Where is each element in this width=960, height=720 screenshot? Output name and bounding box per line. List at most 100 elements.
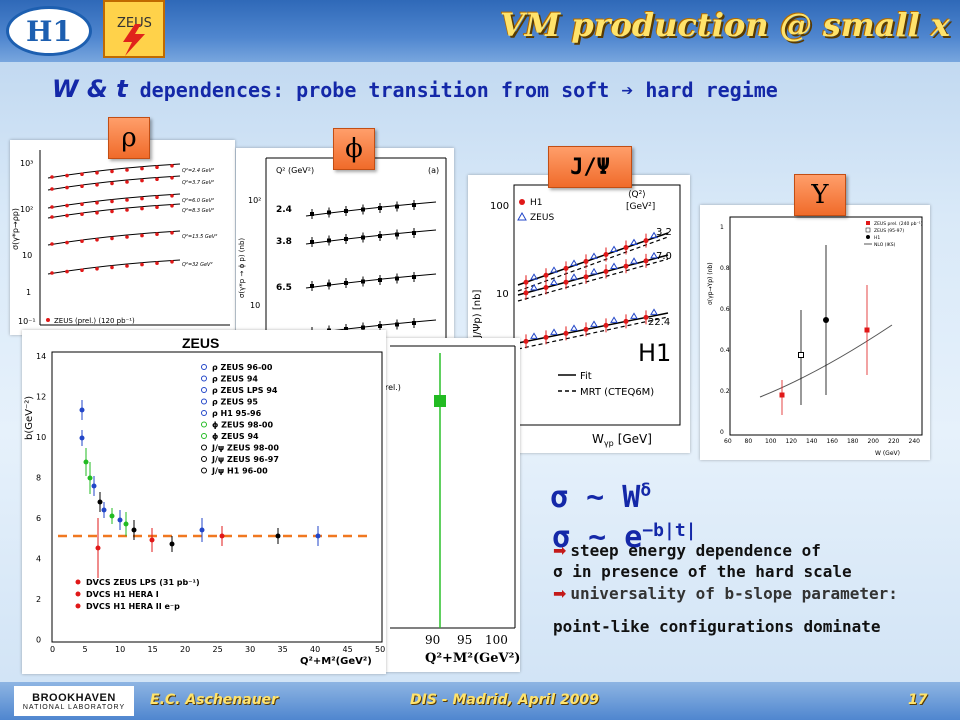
rho-data-point <box>80 184 84 188</box>
rho-data-point <box>65 240 69 245</box>
upsilon-xtick: 120 <box>786 438 798 445</box>
rho-data-point <box>50 242 54 246</box>
upsilon-plot: σ(γp→Υp) (nb) 1 0.8 0.6 0.4 0.2 0 60 80 100 120 1… <box>700 205 930 460</box>
bslope-ylabel: b(GeV⁻²) <box>24 396 35 440</box>
rho-data-point <box>170 260 174 264</box>
bslope-data-point <box>101 507 107 513</box>
jpsi-h1-point <box>583 258 589 264</box>
bslope-data-point <box>95 545 101 551</box>
jpsi-h1-point <box>643 314 649 320</box>
rho-data-point <box>110 169 114 174</box>
upsilon-legend: ZEUS (95-97) <box>874 228 904 234</box>
h1-logo: H1 <box>6 6 92 56</box>
jpsi-zeus-point <box>610 262 618 270</box>
phi-data-point <box>395 204 399 209</box>
upsilon-xtick: 160 <box>827 438 839 445</box>
bslope-data-point <box>83 459 89 465</box>
phi-data-point <box>378 278 382 282</box>
jpsi-h1-point <box>523 290 529 296</box>
rho-data-point <box>155 261 159 265</box>
phi-panel-letter: (a) <box>428 166 439 175</box>
upsilon-legend: ZEUS prel. (240 pb⁻¹) <box>874 221 923 227</box>
upsilon-ytick: 0.2 <box>720 388 730 395</box>
phi-data-point <box>361 235 365 240</box>
bslope-ytick: 8 <box>36 474 41 483</box>
jpsi-zeus-point <box>610 245 618 252</box>
bslope-legend-item: J/ψ ZEUS 96-97 <box>211 455 279 464</box>
bullet-1-line-1: steep energy dependence of <box>570 541 821 560</box>
bslope-legend-marker <box>201 410 207 416</box>
rho-legend: ZEUS (prel.) (120 pb⁻¹) <box>54 317 135 325</box>
upsilon-ytick: 0.4 <box>720 347 730 354</box>
bslope-legend-marker <box>201 444 207 451</box>
rho-fit-curve <box>47 259 181 275</box>
bslope-xtick: 50 <box>375 645 385 654</box>
bullet-arrow-icon: ➡ <box>553 541 567 560</box>
rho-q2-label: Q²=3.7 GeV² <box>182 180 214 186</box>
bslope-legend-item: ρ ZEUS LPS 94 <box>212 386 278 395</box>
bslope-legend-item: ρ ZEUS 94 <box>212 375 258 384</box>
jpsi-zeus-point <box>530 283 538 291</box>
partial-fragment: rel.) <box>385 383 401 392</box>
jpsi-q2-header: [GeV²] <box>626 202 655 212</box>
jpsi-h1-point <box>543 334 549 340</box>
phi-ylabel: σ(γ*p → ϕ p) (nb) <box>238 238 246 298</box>
bslope-data-point <box>219 533 225 539</box>
formula-sigma-w: σ ~ Wδ <box>550 480 651 515</box>
phi-data-point <box>327 210 331 215</box>
rho-ytick: 10 <box>22 251 32 260</box>
bslope-legend-item: ρ H1 95-96 <box>212 409 262 418</box>
bullet-1: ➡ steep energy dependence of σ in presen… <box>553 541 852 581</box>
formula-sigma-w-exp: δ <box>640 480 652 501</box>
bslope-ytick: 14 <box>36 352 46 361</box>
bslope-data-point <box>109 513 115 519</box>
jpsi-zeus-point <box>530 332 538 339</box>
bslope-legend-marker <box>201 421 207 428</box>
phi-ytick: 10 <box>250 301 260 310</box>
bslope-legend-marker <box>201 456 207 462</box>
formula-sigma-t-text: σ ~ e <box>552 520 643 555</box>
rho-data-point <box>155 165 159 169</box>
jpsi-zeus-point <box>590 320 598 327</box>
rho-data-point <box>80 172 84 176</box>
rho-fit-curve <box>47 203 181 219</box>
upsilon-xtick: 200 <box>868 438 880 445</box>
rho-q2-label: Q²=6.0 GeV² <box>182 198 214 204</box>
bslope-legend-marker <box>201 433 207 439</box>
bslope-legend-item: ρ ZEUS 95 <box>212 398 258 407</box>
phi-data-point <box>395 232 399 237</box>
jpsi-ytick: 10 <box>496 289 509 300</box>
rho-data-point <box>50 205 54 209</box>
jpsi-legend-h1: H1 <box>530 198 543 208</box>
zeus-logo-text: ZEUS <box>117 16 152 31</box>
rho-ytick: 10⁻¹ <box>18 317 36 326</box>
upsilon-ytick: 1 <box>720 224 724 231</box>
phi-data-point <box>412 231 416 235</box>
jpsi-h1-point <box>563 330 569 336</box>
lightning-icon <box>123 24 145 56</box>
upsilon-xtick: 220 <box>888 438 900 445</box>
upsilon-ylabel: σ(γp→Υp) (nb) <box>707 262 714 305</box>
rho-data-point <box>155 177 159 181</box>
bslope-legend-marker <box>201 375 207 382</box>
bslope-ytick: 0 <box>36 636 41 645</box>
footer-bar <box>0 682 960 720</box>
rho-ytick: 1 <box>26 288 31 297</box>
rho-data-point <box>50 175 54 179</box>
jpsi-zeus-point <box>570 259 578 266</box>
bslope-data-point <box>275 533 281 539</box>
bnl-logo-line-1: BROOKHAVEN <box>32 691 116 704</box>
phi-data-point <box>327 238 331 243</box>
jpsi-zeus-point <box>590 267 598 275</box>
bslope-data-point <box>87 475 93 481</box>
phi-data-point <box>361 279 365 284</box>
bslope-legend-item: DVCS H1 HERA II e⁻p <box>86 602 180 611</box>
phi-plot: Q² (GeV²) (a) 10² 10 σ(γ*p → ϕ p) (nb) 2… <box>236 148 454 338</box>
upsilon-ytick: 0.6 <box>720 306 730 313</box>
bslope-data-point <box>131 527 137 533</box>
phi-q2-value: 6.5 <box>276 283 292 293</box>
jpsi-zeus-point <box>550 328 558 335</box>
tag-rho: ρ <box>108 117 150 159</box>
rho-data-point <box>170 164 174 168</box>
phi-data-point <box>412 203 416 207</box>
